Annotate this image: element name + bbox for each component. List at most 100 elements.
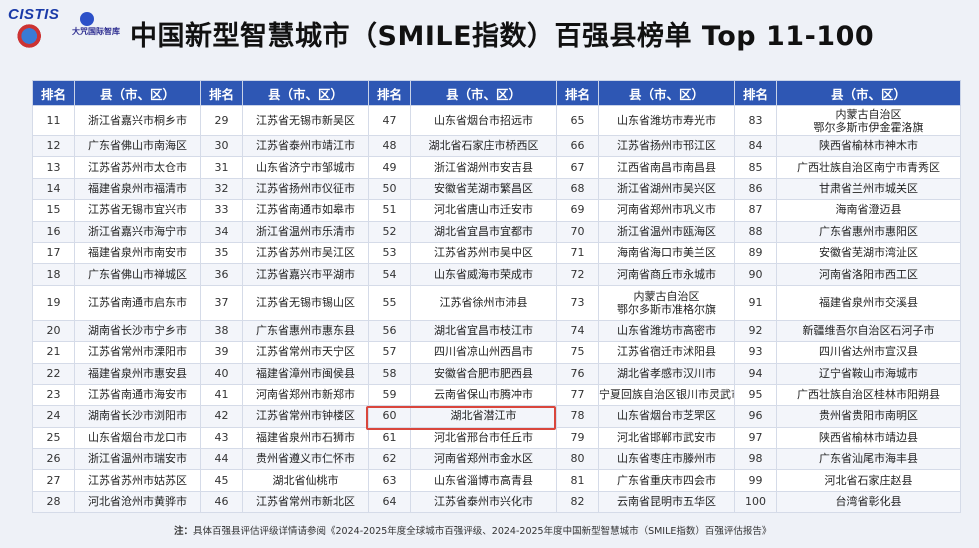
header-county: 县（市、区） xyxy=(776,80,961,106)
rank-cell: 47 xyxy=(368,105,411,136)
county-cell: 安徽省合肥市肥西县 xyxy=(410,362,557,385)
rank-cell: 17 xyxy=(32,241,75,265)
county-cell: 辽宁省鞍山市海城市 xyxy=(776,362,961,385)
rank-cell: 38 xyxy=(200,319,243,343)
county-cell: 江苏省无锡市宜兴市 xyxy=(74,199,201,222)
footnote: 注：具体百强县评估评级详情请参阅《2024-2025年度全球城市百强评级、202… xyxy=(174,523,771,537)
table-row: 20 湖南省长沙市宁乡市 38 广东省惠州市惠东县 56 湖北省宜昌市枝江市 74 山东省潍坊… xyxy=(32,319,961,343)
county-cell: 浙江省温州市瑞安市 xyxy=(74,448,201,471)
county-cell: 浙江省嘉兴市海宁市 xyxy=(74,220,201,243)
rank-cell: 67 xyxy=(556,156,599,179)
rank-cell: 88 xyxy=(734,220,777,243)
county-cell: 广东省惠州市惠东县 xyxy=(242,319,369,343)
county-cell: 安徽省芜湖市湾沚区 xyxy=(776,241,961,265)
note-label: 注： xyxy=(174,526,194,537)
partner-logo-text: 大咒国际智库 xyxy=(72,27,120,36)
rank-cell: 15 xyxy=(32,199,75,222)
county-cell: 江苏省南通市启东市 xyxy=(74,284,201,321)
county-cell: 山东省烟台市龙口市 xyxy=(74,426,201,450)
rank-cell: 75 xyxy=(556,341,599,364)
county-cell: 山东省潍坊市高密市 xyxy=(598,319,735,343)
county-cell: 河南省商丘市永城市 xyxy=(598,263,735,286)
rank-cell: 54 xyxy=(368,263,411,286)
table-row: 18 广东省佛山市禅城区 36 江苏省嘉兴市平湖市 54 山东省威海市荣成市 72 河南省商丘… xyxy=(32,263,961,286)
page-title: 中国新型智慧城市（SMILE指数）百强县榜单 Top 11-100 xyxy=(130,21,875,52)
rank-cell: 45 xyxy=(200,469,243,492)
rank-cell: 21 xyxy=(32,341,75,364)
county-cell: 江苏省嘉兴市平湖市 xyxy=(242,263,369,286)
county-cell: 江苏省南通市海安市 xyxy=(74,383,201,407)
rank-cell: 72 xyxy=(556,263,599,286)
county-cell: 河南省郑州市巩义市 xyxy=(598,199,735,222)
rank-cell: 44 xyxy=(200,448,243,471)
county-cell: 浙江省温州市瓯海区 xyxy=(598,220,735,243)
rank-cell: 73 xyxy=(556,284,599,321)
header-county: 县（市、区） xyxy=(598,80,735,106)
county-cell: 陕西省榆林市靖边县 xyxy=(776,426,961,450)
rank-cell: 61 xyxy=(368,426,411,450)
county-cell: 江苏省无锡市锡山区 xyxy=(242,284,369,321)
county-cell: 湖南省长沙市浏阳市 xyxy=(74,405,201,428)
rank-cell: 71 xyxy=(556,241,599,265)
county-cell: 河北省唐山市迁安市 xyxy=(410,199,557,222)
rank-cell: 30 xyxy=(200,134,243,158)
rank-cell: 51 xyxy=(368,199,411,222)
county-cell: 福建省泉州市交溪县 xyxy=(776,284,961,321)
rank-cell: 100 xyxy=(734,490,777,514)
county-cell: 广东省惠州市惠阳区 xyxy=(776,220,961,243)
rank-cell: 97 xyxy=(734,426,777,450)
county-cell: 湖北省宜昌市枝江市 xyxy=(410,319,557,343)
rank-cell: 81 xyxy=(556,469,599,492)
county-cell: 贵州省遵义市仁怀市 xyxy=(242,448,369,471)
county-cell: 福建省泉州市福清市 xyxy=(74,177,201,201)
county-cell: 浙江省嘉兴市桐乡市 xyxy=(74,105,201,136)
rank-cell: 42 xyxy=(200,405,243,428)
rank-cell: 77 xyxy=(556,383,599,407)
county-cell: 福建省泉州市南安市 xyxy=(74,241,201,265)
rank-cell: 20 xyxy=(32,319,75,343)
county-cell: 江西省南昌市南昌县 xyxy=(598,156,735,179)
rank-cell: 78 xyxy=(556,405,599,428)
rank-cell: 80 xyxy=(556,448,599,471)
ranking-table: 排名 县（市、区） 排名 县（市、区） 排名 县（市、区） 排名 县（市、区） 排名 县（市、区）… xyxy=(32,80,961,514)
county-cell: 湖北省宜昌市宜都市 xyxy=(410,220,557,243)
rank-cell: 86 xyxy=(734,177,777,201)
header-rank: 排名 xyxy=(32,80,75,106)
rank-cell: 19 xyxy=(32,284,75,321)
county-cell: 福建省漳州市闽侯县 xyxy=(242,362,369,385)
county-cell: 江苏省扬州市邗江区 xyxy=(598,134,735,158)
rank-cell: 98 xyxy=(734,448,777,471)
rank-cell: 29 xyxy=(200,105,243,136)
rank-cell: 87 xyxy=(734,199,777,222)
county-cell: 山东省威海市荣成市 xyxy=(410,263,557,286)
rank-cell: 48 xyxy=(368,134,411,158)
rank-cell: 27 xyxy=(32,469,75,492)
county-cell: 江苏省无锡市新吴区 xyxy=(242,105,369,136)
rank-cell: 28 xyxy=(32,490,75,514)
county-cell: 江苏省苏州市吴中区 xyxy=(410,241,557,265)
header-county: 县（市、区） xyxy=(410,80,557,106)
county-cell: 广西壮族自治区南宁市青秀区 xyxy=(776,156,961,179)
rank-cell: 11 xyxy=(32,105,75,136)
county-cell: 云南省保山市腾冲市 xyxy=(410,383,557,407)
rank-cell: 69 xyxy=(556,199,599,222)
rank-cell: 22 xyxy=(32,362,75,385)
rank-cell: 25 xyxy=(32,426,75,450)
rank-cell: 52 xyxy=(368,220,411,243)
county-cell: 广东省汕尾市海丰县 xyxy=(776,448,961,471)
rank-cell: 49 xyxy=(368,156,411,179)
rank-cell: 13 xyxy=(32,156,75,179)
rank-cell: 65 xyxy=(556,105,599,136)
rank-cell: 33 xyxy=(200,199,243,222)
rank-cell: 91 xyxy=(734,284,777,321)
rank-cell: 36 xyxy=(200,263,243,286)
county-cell: 江苏省徐州市沛县 xyxy=(410,284,557,321)
table-row: 28 河北省沧州市黄骅市 46 江苏省常州市新北区 64 江苏省泰州市兴化市 82 云南省昆明… xyxy=(32,490,961,514)
rank-cell: 74 xyxy=(556,319,599,343)
county-cell: 湖北省潜江市 xyxy=(410,405,557,428)
rank-cell: 23 xyxy=(32,383,75,407)
rank-cell: 43 xyxy=(200,426,243,450)
rank-cell: 12 xyxy=(32,134,75,158)
rank-cell: 50 xyxy=(368,177,411,201)
header-county: 县（市、区） xyxy=(74,80,201,106)
